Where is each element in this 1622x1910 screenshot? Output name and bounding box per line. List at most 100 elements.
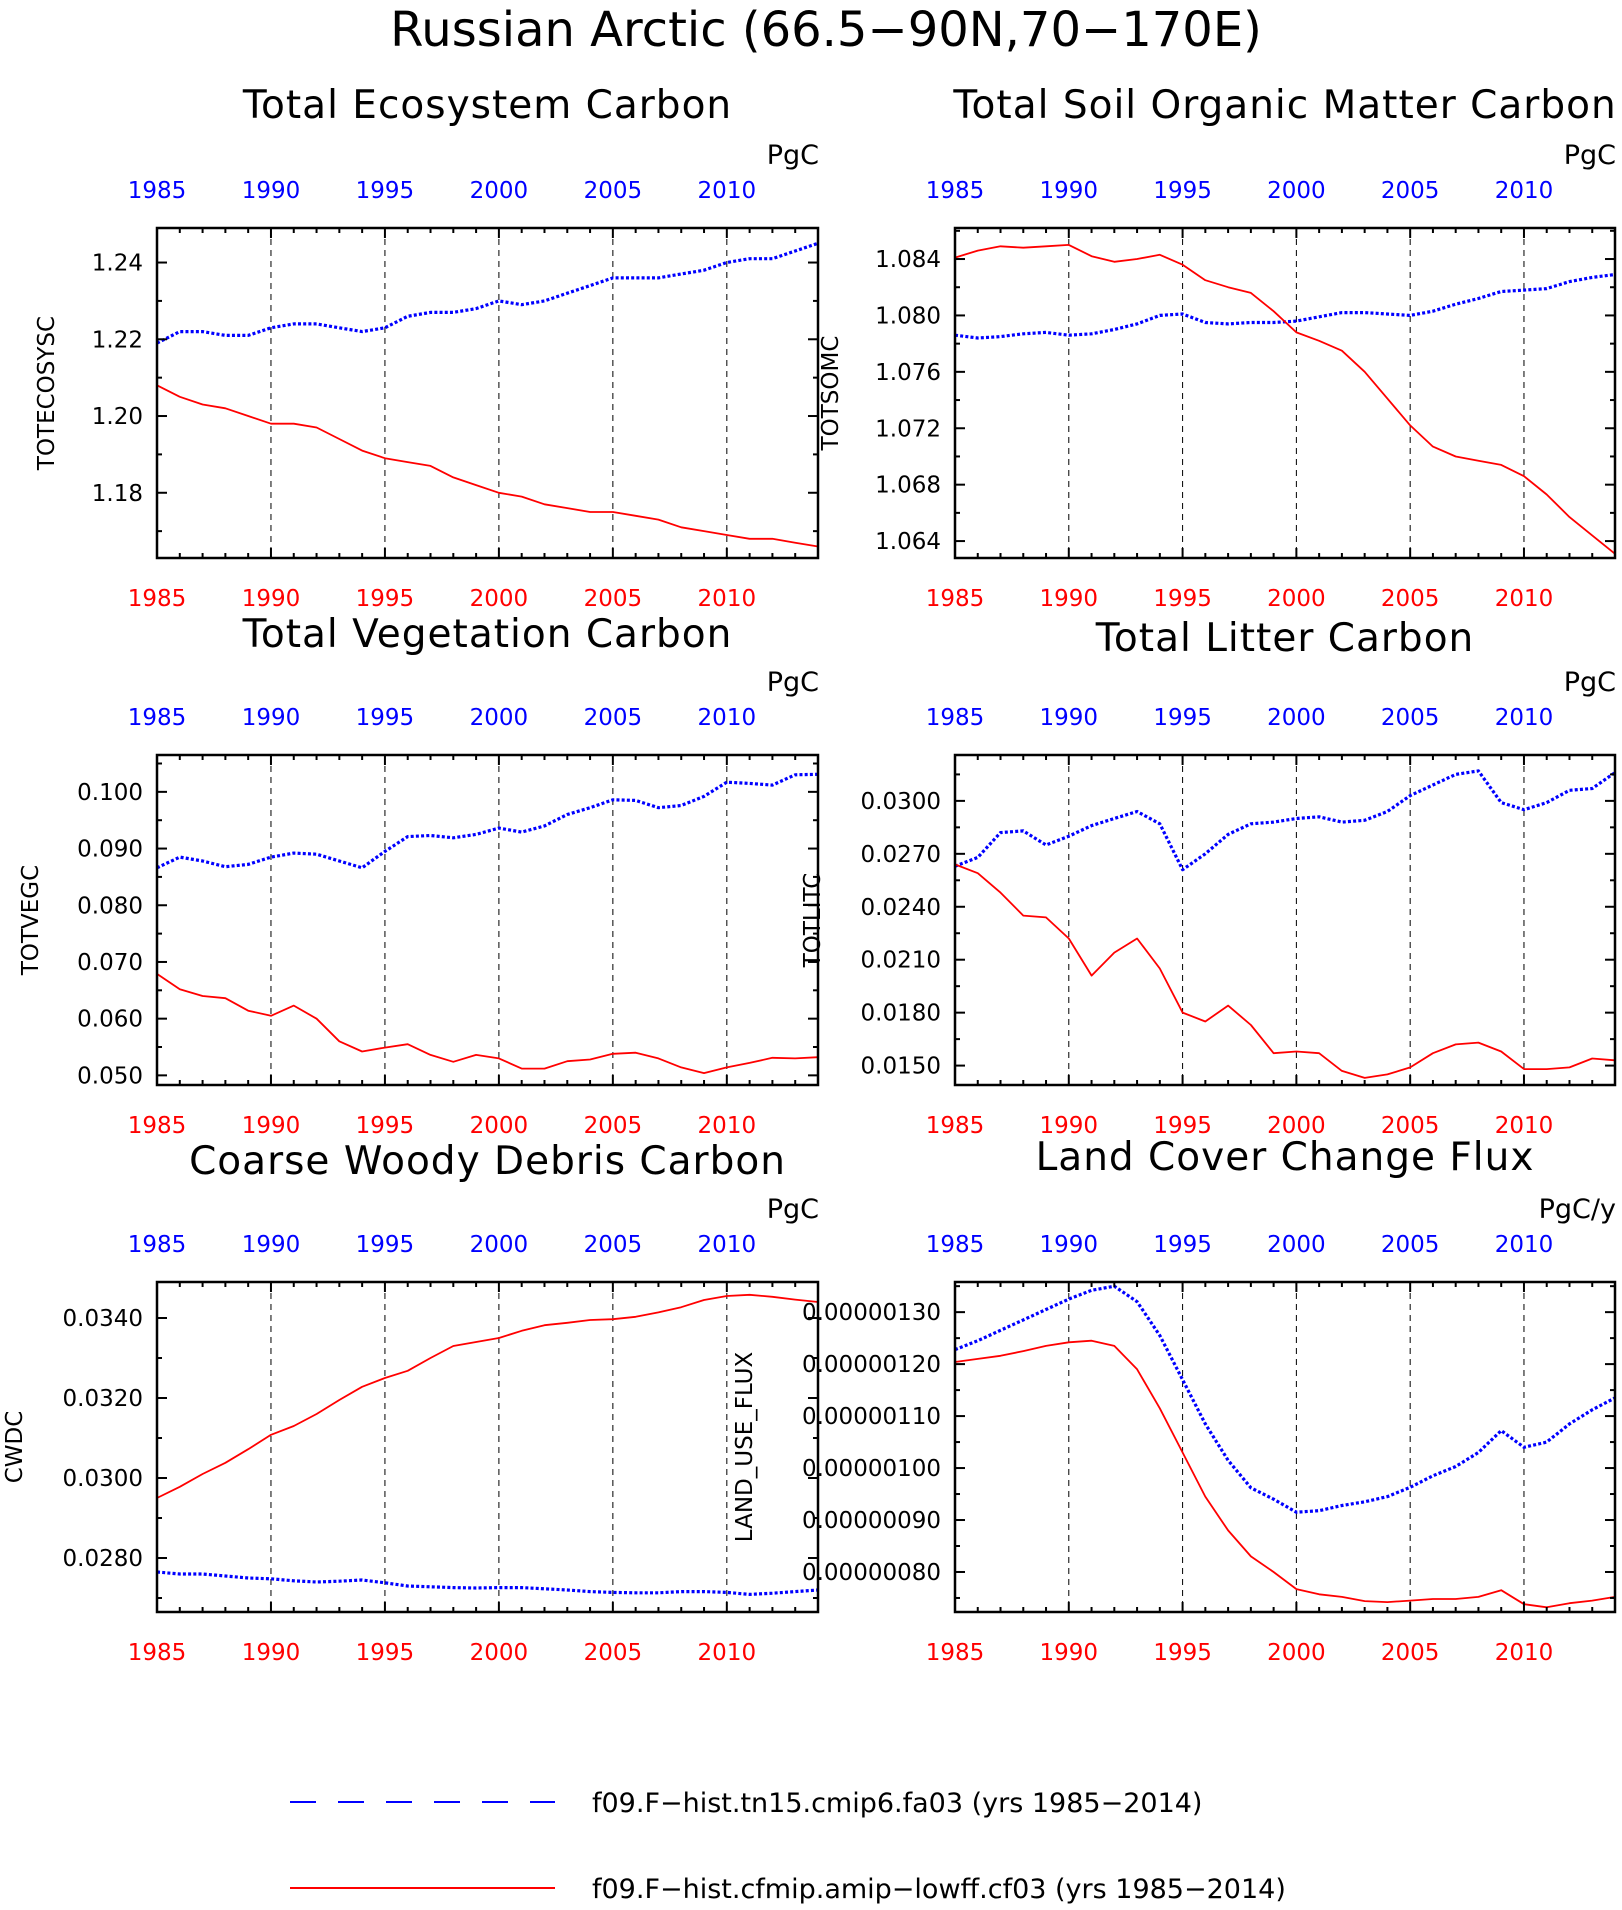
x-tick-label-bottom: 2000 [1267, 1113, 1326, 1139]
y-tick-label: 1.24 [92, 251, 143, 277]
x-tick-label-top: 1990 [242, 705, 301, 731]
x-tick-label-bottom: 1990 [242, 1640, 301, 1666]
y-axis-label: TOTECOSYSC [34, 316, 60, 471]
panel-3: Total Vegetation Carbon PgC TOTVEGC 1985 198… [18, 612, 820, 1139]
series-line-red [954, 243, 1616, 555]
x-tick-label-bottom: 2010 [698, 1113, 757, 1139]
x-tick-label-top: 2000 [470, 178, 529, 204]
y-axis-label: TOTVEGC [18, 865, 44, 976]
series-line-red [156, 973, 819, 1074]
x-tick-label-bottom: 1990 [1040, 1113, 1099, 1139]
panel-title: Total Litter Carbon [1095, 616, 1475, 661]
x-tick-label-bottom: 1995 [356, 1113, 415, 1139]
x-tick-label-bottom: 1995 [1153, 1113, 1212, 1139]
panel-title: Total Vegetation Carbon [242, 612, 733, 657]
panel-4: Total Litter Carbon PgC TOTLITC 1985 1985 199… [800, 616, 1617, 1139]
x-tick-label-top: 1985 [128, 705, 187, 731]
series-line-red [954, 863, 1616, 1079]
x-tick-label-bottom: 1985 [926, 586, 985, 612]
x-tick-label-top: 1985 [926, 178, 985, 204]
series-line-blue [954, 1284, 1616, 1514]
figure-title: Russian Arctic (66.5−90N,70−170E) [390, 2, 1262, 58]
y-tick-label: 1.068 [875, 473, 941, 499]
y-tick-label: 0.0300 [63, 1466, 143, 1492]
x-tick-label-top: 1995 [1153, 705, 1212, 731]
y-tick-label: 0.0180 [861, 1001, 941, 1027]
x-tick-label-bottom: 1985 [128, 586, 187, 612]
x-tick-label-top: 2010 [698, 1232, 757, 1258]
x-tick-label-top: 1995 [1153, 178, 1212, 204]
y-tick-label: 0.0340 [63, 1306, 143, 1332]
y-axis-label: TOTSOMC [818, 336, 844, 452]
series-line-blue [156, 1570, 819, 1597]
y-tick-label: 0.00000100 [802, 1456, 941, 1482]
series-line-blue [954, 769, 1616, 872]
x-tick-label-top: 2010 [1495, 178, 1554, 204]
units-label: PgC [767, 140, 819, 171]
x-tick-label-top: 1990 [242, 1232, 301, 1258]
x-tick-label-top: 2005 [584, 1232, 643, 1258]
x-tick-label-top: 1985 [128, 178, 187, 204]
y-tick-label: 0.0210 [861, 948, 941, 974]
panel-1: Total Ecosystem Carbon PgC TOTECOSYSC 1985 1… [34, 83, 820, 612]
x-tick-label-top: 1985 [926, 705, 985, 731]
plot-frame [953, 226, 1617, 560]
y-tick-label: 0.080 [77, 893, 143, 919]
y-tick-label: 1.072 [875, 416, 941, 442]
y-tick-label: 0.0320 [63, 1386, 143, 1412]
x-tick-label-top: 2000 [1267, 178, 1326, 204]
y-tick-label: 0.00000090 [802, 1508, 941, 1534]
x-tick-label-bottom: 2005 [584, 1640, 643, 1666]
y-tick-label: 0.0150 [861, 1054, 941, 1080]
panel-title: Total Soil Organic Matter Carbon [952, 83, 1616, 128]
y-tick-label: 0.0240 [861, 895, 941, 921]
y-axis-label: CWDC [2, 1411, 28, 1484]
x-tick-label-top: 2010 [698, 178, 757, 204]
x-tick-label-bottom: 1995 [1153, 586, 1212, 612]
x-tick-label-bottom: 1985 [926, 1113, 985, 1139]
plot-frame [953, 753, 1617, 1087]
x-tick-label-bottom: 1990 [1040, 586, 1099, 612]
x-tick-label-bottom: 2010 [1495, 586, 1554, 612]
y-tick-label: 0.0270 [861, 842, 941, 868]
x-tick-label-bottom: 2000 [470, 586, 529, 612]
x-tick-label-top: 1995 [356, 178, 415, 204]
x-tick-label-top: 1995 [356, 705, 415, 731]
x-tick-label-top: 2000 [1267, 1232, 1326, 1258]
units-label: PgC [1564, 667, 1616, 698]
panel-2: Total Soil Organic Matter Carbon PgC TOTSO… [818, 83, 1617, 612]
plot-frame [953, 1280, 1617, 1614]
x-tick-label-bottom: 2000 [470, 1640, 529, 1666]
y-tick-label: 0.090 [77, 837, 143, 863]
x-tick-label-top: 2005 [584, 178, 643, 204]
units-label: PgC [767, 667, 819, 698]
x-tick-label-bottom: 2005 [1381, 1113, 1440, 1139]
x-tick-label-bottom: 1990 [242, 1113, 301, 1139]
plot-frame [155, 226, 820, 560]
x-tick-label-top: 1990 [1040, 178, 1099, 204]
x-tick-label-top: 2010 [698, 705, 757, 731]
plot-frame [155, 1280, 820, 1614]
x-tick-label-top: 2000 [470, 1232, 529, 1258]
x-tick-label-bottom: 2005 [1381, 1640, 1440, 1666]
x-tick-label-top: 2000 [1267, 705, 1326, 731]
x-tick-label-bottom: 1985 [926, 1640, 985, 1666]
x-tick-label-bottom: 2000 [470, 1113, 529, 1139]
series-line-blue [156, 241, 819, 345]
x-tick-label-top: 1985 [128, 1232, 187, 1258]
x-tick-label-top: 2005 [1381, 178, 1440, 204]
x-tick-label-bottom: 2010 [698, 1640, 757, 1666]
panel-title: Land Cover Change Flux [1036, 1135, 1535, 1180]
y-tick-label: 1.18 [92, 481, 143, 507]
y-tick-label: 0.00000120 [802, 1352, 941, 1378]
y-tick-label: 0.100 [77, 780, 143, 806]
y-axis-label: TOTLITC [800, 873, 826, 969]
x-tick-label-bottom: 2010 [698, 586, 757, 612]
y-tick-label: 0.00000080 [802, 1560, 941, 1586]
panel-title: Total Ecosystem Carbon [242, 83, 732, 128]
y-tick-label: 0.0300 [861, 789, 941, 815]
panel-title: Coarse Woody Debris Carbon [189, 1139, 786, 1184]
series-line-blue [954, 272, 1616, 340]
